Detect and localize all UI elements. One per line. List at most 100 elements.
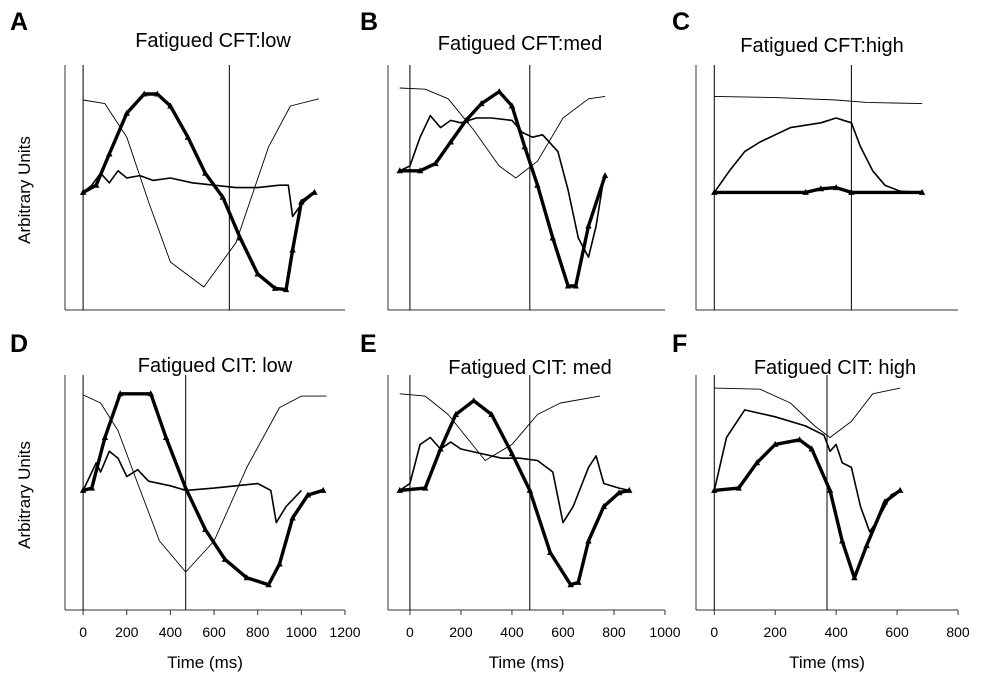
triangle-marker xyxy=(564,282,572,289)
triangle-marker xyxy=(304,491,312,498)
x-tick-label: 200 xyxy=(764,624,788,640)
triangle-marker xyxy=(575,578,582,585)
series-line xyxy=(714,185,923,195)
triangle-marker xyxy=(549,234,556,241)
triangle-marker xyxy=(802,188,809,195)
x-tick-label: 1000 xyxy=(649,624,680,640)
triangle-marker xyxy=(615,489,623,496)
panel-title: Fatigued CFT:high xyxy=(740,35,903,57)
triangle-marker xyxy=(254,270,261,277)
triangle-marker xyxy=(416,167,424,174)
triangle-marker xyxy=(221,555,229,562)
panel-title: Fatigued CIT: med xyxy=(448,357,611,379)
triangle-marker xyxy=(162,434,170,440)
triangle-marker xyxy=(601,172,609,179)
y-axis-label: Arbitrary Units xyxy=(15,136,34,244)
panel-title: Fatigued CFT:low xyxy=(135,30,291,52)
x-tick-label: 400 xyxy=(159,624,183,640)
triangle-marker xyxy=(219,193,226,200)
triangle-marker xyxy=(437,445,444,452)
triangle-marker xyxy=(93,181,100,188)
triangle-marker xyxy=(534,181,541,188)
panel-title: Fatigued CIT: high xyxy=(754,357,916,379)
triangle-marker xyxy=(123,109,130,116)
x-tick-label: 400 xyxy=(500,624,524,640)
series-line xyxy=(399,399,630,587)
x-tick-label: 600 xyxy=(885,624,909,640)
x-axis-label: Time (ms) xyxy=(167,653,243,672)
panel-title: Fatigued CIT: low xyxy=(138,355,293,377)
triangle-marker xyxy=(796,436,803,443)
triangle-marker xyxy=(896,486,904,493)
triangle-marker xyxy=(547,549,554,555)
triangle-marker xyxy=(826,486,834,493)
y-axis-label: Arbitrary Units xyxy=(15,441,34,549)
series-line xyxy=(82,170,315,218)
triangle-marker xyxy=(508,102,516,109)
series-line xyxy=(83,98,319,288)
x-tick-label: 200 xyxy=(449,624,473,640)
triangle-marker xyxy=(202,169,209,176)
triangle-marker xyxy=(167,102,174,109)
triangle-marker xyxy=(772,440,779,447)
triangle-marker xyxy=(106,150,113,157)
triangle-marker xyxy=(488,411,495,417)
x-tick-label: 1000 xyxy=(286,624,317,640)
series-line xyxy=(399,89,607,288)
x-tick-label: 1200 xyxy=(329,624,360,640)
triangle-marker xyxy=(452,411,460,417)
series-line xyxy=(713,117,923,194)
triangle-marker xyxy=(276,560,283,567)
triangle-marker xyxy=(202,526,209,532)
series-line xyxy=(399,393,601,461)
x-tick-label: 400 xyxy=(824,624,848,640)
triangle-marker xyxy=(496,88,503,95)
triangle-marker xyxy=(881,498,889,505)
panel-letter: B xyxy=(360,8,378,36)
triangle-marker xyxy=(184,133,192,140)
triangle-marker xyxy=(462,116,470,123)
triangle-marker xyxy=(237,234,244,241)
x-tick-label: 600 xyxy=(202,624,226,640)
series-line xyxy=(399,87,606,179)
series-line xyxy=(399,436,630,524)
triangle-marker xyxy=(711,486,718,493)
series-line xyxy=(714,438,902,580)
triangle-marker xyxy=(567,581,574,588)
triangle-marker xyxy=(478,100,485,107)
series-line xyxy=(82,450,302,524)
series-line xyxy=(82,394,327,573)
x-tick-label: 0 xyxy=(79,624,87,640)
triangle-marker xyxy=(753,459,761,466)
x-tick-label: 800 xyxy=(946,624,970,640)
triangle-marker xyxy=(88,484,96,491)
triangle-marker xyxy=(265,581,272,588)
triangle-marker xyxy=(79,188,87,195)
panel-letter: D xyxy=(10,330,28,358)
triangle-marker xyxy=(298,198,305,205)
triangle-marker xyxy=(289,514,296,521)
x-tick-label: 800 xyxy=(602,624,626,640)
panel-letter: A xyxy=(10,8,28,36)
triangle-marker xyxy=(735,484,742,491)
triangle-marker xyxy=(319,486,327,493)
panel-letter: C xyxy=(672,8,690,36)
x-tick-label: 600 xyxy=(551,624,575,640)
triangle-marker xyxy=(282,286,290,293)
panel-title: Fatigued CFT:med xyxy=(438,33,603,55)
triangle-marker xyxy=(585,222,592,229)
triangle-marker xyxy=(79,486,87,493)
series-line xyxy=(713,409,901,533)
triangle-marker xyxy=(311,188,318,195)
triangle-marker xyxy=(808,445,815,452)
triangle-marker xyxy=(572,282,579,289)
triangle-marker xyxy=(182,484,189,491)
triangle-marker xyxy=(848,188,855,195)
triangle-marker xyxy=(521,143,528,150)
x-tick-label: 200 xyxy=(115,624,139,640)
triangle-marker xyxy=(526,486,534,493)
triangle-marker xyxy=(243,574,250,581)
panel-letter: E xyxy=(360,330,377,358)
triangle-marker xyxy=(851,574,858,581)
